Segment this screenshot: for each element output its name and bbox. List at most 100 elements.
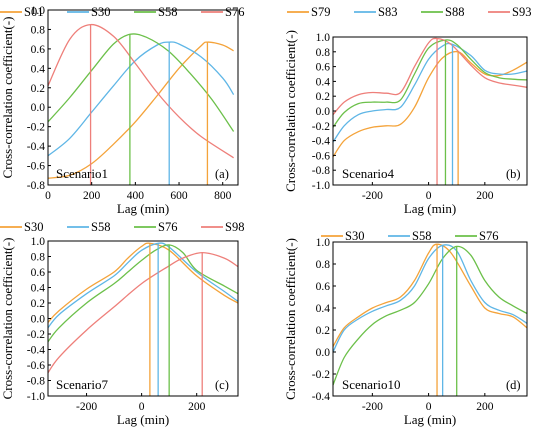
y-tick-label: 0.6 <box>31 44 46 56</box>
y-tick-label: 0.6 <box>316 62 331 74</box>
series-line-s30 <box>47 242 239 323</box>
y-axis-label: Cross-correlation coefficient(-) <box>283 238 298 400</box>
series-line-s88 <box>332 39 528 128</box>
legend: S79 S83 S88 S93 <box>287 5 531 19</box>
x-tick-label: 600 <box>170 190 188 202</box>
y-tick-label: 0.0 <box>31 314 46 326</box>
y-tick-label: -0.4 <box>27 141 45 153</box>
y-tick-label: 0.6 <box>31 267 46 279</box>
y-tick-label: -0.8 <box>27 376 45 388</box>
y-axis-label: Cross-correlation coefficient(-) <box>0 17 15 179</box>
legend: S01 S30 S58 S76 <box>0 5 244 19</box>
y-tick-label: 1.0 <box>31 236 46 248</box>
x-axis-label: Lag (min) <box>117 412 169 427</box>
legend-entry-s58: S58 <box>158 5 177 19</box>
legend-entry-s58: S58 <box>412 229 431 243</box>
y-tick-label: 0.8 <box>316 47 331 59</box>
y-tick-label: 0.4 <box>31 283 46 295</box>
y-tick-label: 0.2 <box>31 298 46 310</box>
series-line-s83 <box>332 42 528 143</box>
y-tick-label: -0.4 <box>27 345 45 357</box>
x-tick-label: 0 <box>139 401 145 413</box>
y-tick-label: -0.2 <box>27 122 45 134</box>
legend-entry-s79: S79 <box>311 5 330 19</box>
x-tick-label: 0 <box>45 190 51 202</box>
x-axis-label: Lag (min) <box>404 412 456 427</box>
series-line-s30 <box>47 41 235 157</box>
x-axis-label: Lag (min) <box>404 201 456 216</box>
y-axis-label: Cross-correlation coefficient(-) <box>0 238 15 400</box>
y-tick-label: -0.4 <box>312 136 330 148</box>
legend-entry-s93: S93 <box>512 5 531 19</box>
legend-entry-s58: S58 <box>91 220 110 234</box>
y-tick-label: 0.0 <box>316 106 331 118</box>
y-tick-label: 0.2 <box>31 83 46 95</box>
y-tick-label: 0.6 <box>316 281 331 293</box>
y-axis-label: Cross-correlation coefficient(-) <box>283 30 298 192</box>
series-line-s93 <box>332 37 528 116</box>
y-tick-label: 0.4 <box>31 63 46 75</box>
legend-entry-s76: S76 <box>479 229 498 243</box>
y-tick-label: 0.2 <box>316 325 331 337</box>
y-tick-label: -0.4 <box>312 391 330 403</box>
y-tick-label: -0.2 <box>27 329 45 341</box>
plot-frame <box>47 9 239 186</box>
x-tick-label: 200 <box>188 401 206 413</box>
y-tick-label: -1.0 <box>312 180 330 192</box>
y-tick-label: -0.6 <box>27 161 45 173</box>
legend-entry-s76: S76 <box>225 5 244 19</box>
y-tick-label: 0.0 <box>31 102 46 114</box>
legend: S30 S58 S76 <box>321 229 498 243</box>
panel-c: -1.0 -0.8 -0.6 -0.4 -0.2 0.0 0.2 0.4 0.6 0.8 1.0 -2… <box>0 220 244 427</box>
x-tick-label: -200 <box>362 401 383 413</box>
x-tick-label: 200 <box>83 190 101 202</box>
panel-label: (d) <box>506 378 521 392</box>
y-tick-label: 0.8 <box>31 252 46 264</box>
legend-entry-s88: S88 <box>445 5 464 19</box>
x-tick-label: 0 <box>426 190 432 202</box>
series-line-s76 <box>47 23 234 159</box>
y-tick-label: -0.8 <box>312 165 330 177</box>
panel-label: (b) <box>506 167 521 181</box>
series-line-s01 <box>47 41 234 179</box>
legend-entry-s30: S30 <box>345 229 364 243</box>
legend-entry-s98: S98 <box>225 220 244 234</box>
y-tick-label: 0.4 <box>316 76 331 88</box>
legend-entry-s83: S83 <box>378 5 397 19</box>
plot-frame <box>332 241 528 397</box>
x-axis-label: Lag (min) <box>117 201 169 216</box>
x-tick-label: 800 <box>214 190 232 202</box>
y-tick-label: 1.0 <box>316 32 331 44</box>
x-tick-label: 400 <box>127 190 145 202</box>
y-tick-label: 0.2 <box>316 91 331 103</box>
legend: S30 S58 S76 S98 <box>0 220 244 234</box>
x-tick-label: -200 <box>362 190 383 202</box>
x-tick-label: -200 <box>76 401 97 413</box>
y-tick-label: -1.0 <box>27 391 45 403</box>
x-tick-label: 200 <box>476 190 494 202</box>
series-line-s98 <box>47 251 239 374</box>
y-tick-label: 0.8 <box>31 24 46 36</box>
y-tick-label: 1.0 <box>316 237 331 249</box>
plot-frame <box>332 36 528 186</box>
scenario-label: Scenario1 <box>56 166 108 181</box>
y-tick-label: -0.6 <box>27 360 45 372</box>
series-line-s30 <box>332 243 528 347</box>
series-line-s58 <box>332 244 528 353</box>
y-tick-label: 1.0 <box>31 5 46 17</box>
legend-entry-s30: S30 <box>91 5 110 19</box>
series-line-s58 <box>47 242 239 329</box>
legend-entry-s01: S01 <box>24 5 43 19</box>
y-tick-label: 0.8 <box>316 259 331 271</box>
x-tick-label: 0 <box>426 401 432 413</box>
y-tick-label: -0.6 <box>312 150 330 162</box>
series-line-s58 <box>47 33 235 132</box>
series-line-s76 <box>332 245 528 386</box>
panel-a: -0.8 -0.6 -0.4 -0.2 0.0 0.2 0.4 0.6 0.8 1.0 0 200 40… <box>0 5 244 216</box>
y-tick-label: 0.4 <box>316 303 331 315</box>
plot-frame <box>47 240 239 397</box>
panel-d: -0.4 -0.2 0.0 0.2 0.4 0.6 0.8 1.0 -200 0 200 Lag (m… <box>283 229 528 427</box>
y-tick-label: -0.2 <box>312 369 330 381</box>
